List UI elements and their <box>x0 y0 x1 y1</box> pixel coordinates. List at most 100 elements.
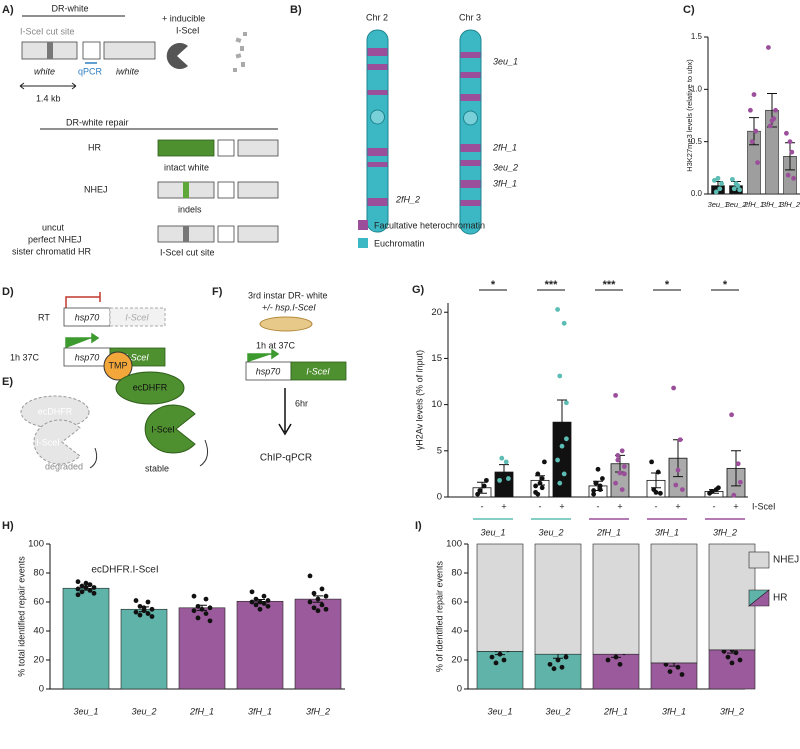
larva <box>259 316 313 332</box>
arrow <box>89 447 98 469</box>
data-point <box>717 186 723 192</box>
data-point <box>75 579 81 585</box>
bar <box>236 600 284 690</box>
inducible-label: + inducible <box>162 13 205 23</box>
x-tick-label: 3fH_2 <box>780 200 800 209</box>
bar-segment <box>534 543 582 655</box>
data-point <box>709 489 715 494</box>
gene-box <box>217 181 235 199</box>
data-point <box>733 181 739 186</box>
data-point <box>613 392 618 398</box>
data-point <box>497 651 503 657</box>
bar-segment <box>708 543 756 651</box>
heterochromatin-bands <box>367 48 388 206</box>
data-point <box>619 487 625 493</box>
data-point <box>315 596 321 602</box>
bar-segment <box>708 649 756 690</box>
series-label: + <box>675 501 680 511</box>
data-point <box>593 480 599 486</box>
gene-box <box>109 307 166 327</box>
data-point <box>715 175 721 181</box>
data-point <box>249 599 255 605</box>
data-point <box>791 175 796 181</box>
x-tick-label: 2fH_1 <box>596 527 621 537</box>
enzyme <box>144 404 196 454</box>
activation-arrow <box>65 332 100 348</box>
gene-box <box>237 181 279 199</box>
data-point <box>753 128 759 134</box>
outcome-label: sister chromatid HR <box>12 246 92 256</box>
data-point <box>499 455 505 461</box>
data-point <box>253 602 259 608</box>
repression-arrow <box>65 292 101 308</box>
data-point <box>547 661 553 667</box>
distance-label: 1.4 kb <box>36 93 61 103</box>
panel-label: I) <box>415 520 422 532</box>
data-point <box>615 453 621 458</box>
data-point <box>91 585 97 590</box>
data-point <box>249 589 255 595</box>
data-point <box>557 373 563 379</box>
state-label: degraded <box>45 461 83 471</box>
outcome-label: HR <box>88 142 101 152</box>
data-point <box>561 320 567 326</box>
bar-segment <box>650 543 698 664</box>
panel-label: C) <box>683 4 695 16</box>
data-point <box>769 118 775 124</box>
data-point <box>559 664 565 670</box>
data-point <box>675 467 681 473</box>
gene-label: I-SceI <box>306 366 330 376</box>
data-point <box>191 608 197 614</box>
data-point <box>555 457 560 463</box>
panel-label: H) <box>2 520 14 532</box>
data-point <box>617 470 623 476</box>
gene-label: white <box>34 66 55 76</box>
activation-arrow <box>247 348 280 362</box>
outcome-result: I-SceI cut site <box>160 247 215 257</box>
data-point <box>555 657 561 663</box>
series-label: - <box>713 501 716 511</box>
series-label: + <box>559 501 564 511</box>
data-point <box>737 657 743 663</box>
data-point <box>755 160 760 166</box>
x-tick-label: 2fH_1 <box>743 200 764 209</box>
data-point <box>563 654 569 660</box>
x-tick-label: 3fH_2 <box>713 527 737 537</box>
x-tick-label: 3fH_2 <box>306 706 330 716</box>
data-point <box>141 605 147 611</box>
legend-label: Facultative heterochromatin <box>374 220 485 230</box>
data-point <box>489 654 495 660</box>
state-label: stable <box>145 463 169 473</box>
data-point <box>253 596 259 602</box>
x-tick-label: 2fH_1 <box>603 706 628 716</box>
bar-segment <box>592 543 640 655</box>
data-point <box>619 448 625 454</box>
data-point <box>323 606 329 612</box>
gene-box <box>217 139 235 157</box>
gene-label: I-SceI <box>125 352 149 362</box>
duration: 6hr <box>295 398 308 408</box>
data-point <box>733 650 739 656</box>
gene-box <box>157 139 215 157</box>
condition-label: 1h 37C <box>10 352 40 362</box>
data-point <box>622 464 627 469</box>
panel-e: E) ecDHFR I-SceI degraded TMP ecDHFR I-S… <box>2 351 209 473</box>
x-tick-label: 3eu_1 <box>487 706 512 716</box>
panel-label: D) <box>2 286 14 298</box>
data-point <box>537 480 543 486</box>
data-point <box>207 618 213 624</box>
data-point <box>533 483 538 489</box>
data-point <box>261 601 267 606</box>
data-point <box>564 436 569 442</box>
ligand <box>103 351 133 381</box>
chart-title: ecDHFR.I-SceI <box>91 565 158 576</box>
section-title: DR-white repair <box>66 117 129 127</box>
data-point <box>738 479 743 485</box>
data-point <box>484 477 489 483</box>
bar-segment <box>592 653 640 690</box>
data-point <box>149 606 155 612</box>
description: +/- hsp.I-SceI <box>262 302 316 312</box>
data-point <box>91 590 97 596</box>
data-point <box>561 471 567 477</box>
